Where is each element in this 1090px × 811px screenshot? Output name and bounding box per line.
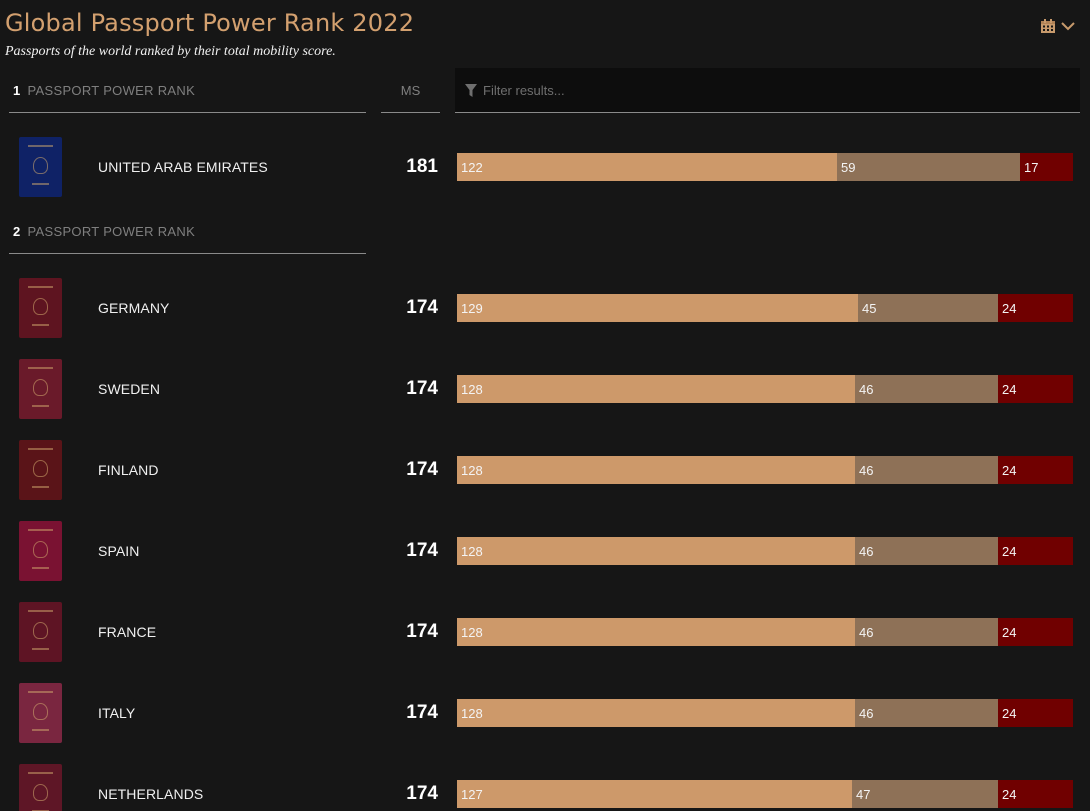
rank-label: PASSPORT POWER RANK bbox=[27, 223, 196, 239]
country-name[interactable]: NETHERLANDS bbox=[98, 786, 204, 802]
coat-of-arms-icon bbox=[33, 703, 48, 720]
filter-box[interactable] bbox=[455, 68, 1080, 113]
passport-row[interactable]: SPAIN 174 128 46 24 bbox=[0, 521, 1090, 581]
passport-cover-image[interactable] bbox=[19, 278, 62, 338]
rank-group-header: 2 PASSPORT POWER RANK bbox=[9, 209, 366, 254]
visa-on-arrival-segment[interactable]: 59 bbox=[837, 153, 1020, 181]
passport-cover-image[interactable] bbox=[19, 440, 62, 500]
page-title: Global Passport Power Rank 2022 bbox=[5, 9, 415, 37]
coat-of-arms-icon bbox=[33, 541, 48, 558]
visa-free-segment[interactable]: 128 bbox=[457, 456, 855, 484]
filter-icon bbox=[465, 83, 477, 97]
coat-of-arms-icon bbox=[33, 460, 48, 477]
visa-required-segment[interactable]: 24 bbox=[998, 780, 1073, 808]
rank-label: PASSPORT POWER RANK bbox=[27, 82, 196, 98]
coat-of-arms-icon bbox=[33, 379, 48, 396]
mobility-bar[interactable]: 128 46 24 bbox=[457, 375, 1073, 403]
mobility-bar[interactable]: 128 46 24 bbox=[457, 618, 1073, 646]
visa-on-arrival-segment[interactable]: 45 bbox=[858, 294, 998, 322]
mobility-score: 174 bbox=[406, 378, 438, 399]
coat-of-arms-icon bbox=[33, 157, 48, 174]
visa-required-segment[interactable]: 24 bbox=[998, 456, 1073, 484]
visa-free-segment[interactable]: 128 bbox=[457, 699, 855, 727]
visa-required-segment[interactable]: 24 bbox=[998, 294, 1073, 322]
country-name[interactable]: FINLAND bbox=[98, 462, 159, 478]
visa-on-arrival-segment[interactable]: 46 bbox=[855, 699, 998, 727]
mobility-bar[interactable]: 122 59 17 bbox=[457, 153, 1073, 181]
mobility-score: 174 bbox=[406, 783, 438, 804]
mobility-score: 174 bbox=[406, 621, 438, 642]
passport-row[interactable]: NETHERLANDS 174 127 47 24 bbox=[0, 764, 1090, 811]
visa-on-arrival-segment[interactable]: 46 bbox=[855, 375, 998, 403]
mobility-bar[interactable]: 128 46 24 bbox=[457, 456, 1073, 484]
country-name[interactable]: UNITED ARAB EMIRATES bbox=[98, 159, 268, 175]
mobility-score: 174 bbox=[406, 702, 438, 723]
chevron-down-icon bbox=[1061, 22, 1075, 31]
visa-required-segment[interactable]: 24 bbox=[998, 375, 1073, 403]
calendar-icon bbox=[1041, 19, 1055, 33]
visa-required-segment[interactable]: 24 bbox=[998, 699, 1073, 727]
visa-free-segment[interactable]: 128 bbox=[457, 375, 855, 403]
passport-row[interactable]: UNITED ARAB EMIRATES 181 122 59 17 bbox=[0, 137, 1090, 197]
visa-required-segment[interactable]: 24 bbox=[998, 537, 1073, 565]
passport-cover-image[interactable] bbox=[19, 137, 62, 197]
visa-on-arrival-segment[interactable]: 47 bbox=[852, 780, 998, 808]
page-subtitle: Passports of the world ranked by their t… bbox=[5, 44, 336, 59]
coat-of-arms-icon bbox=[33, 298, 48, 315]
country-name[interactable]: SPAIN bbox=[98, 543, 140, 559]
mobility-bar[interactable]: 127 47 24 bbox=[457, 780, 1073, 808]
mobility-bar[interactable]: 128 46 24 bbox=[457, 537, 1073, 565]
passport-row[interactable]: SWEDEN 174 128 46 24 bbox=[0, 359, 1090, 419]
ms-column-header[interactable]: MS bbox=[381, 68, 440, 113]
passport-cover-image[interactable] bbox=[19, 521, 62, 581]
passport-row[interactable]: GERMANY 174 129 45 24 bbox=[0, 278, 1090, 338]
mobility-bar[interactable]: 129 45 24 bbox=[457, 294, 1073, 322]
mobility-score: 174 bbox=[406, 297, 438, 318]
country-name[interactable]: FRANCE bbox=[98, 624, 157, 640]
passport-row[interactable]: FRANCE 174 128 46 24 bbox=[0, 602, 1090, 662]
visa-required-segment[interactable]: 24 bbox=[998, 618, 1073, 646]
mobility-score: 174 bbox=[406, 540, 438, 561]
country-name[interactable]: ITALY bbox=[98, 705, 136, 721]
mobility-score: 181 bbox=[406, 156, 438, 177]
mobility-bar[interactable]: 128 46 24 bbox=[457, 699, 1073, 727]
mobility-score: 174 bbox=[406, 459, 438, 480]
passport-cover-image[interactable] bbox=[19, 683, 62, 743]
rank-number: 2 bbox=[13, 223, 21, 239]
passport-cover-image[interactable] bbox=[19, 359, 62, 419]
visa-free-segment[interactable]: 127 bbox=[457, 780, 852, 808]
coat-of-arms-icon bbox=[33, 622, 48, 639]
visa-on-arrival-segment[interactable]: 46 bbox=[855, 537, 998, 565]
visa-free-segment[interactable]: 128 bbox=[457, 537, 855, 565]
passport-cover-image[interactable] bbox=[19, 602, 62, 662]
passport-cover-image[interactable] bbox=[19, 764, 62, 811]
visa-required-segment[interactable]: 17 bbox=[1020, 153, 1073, 181]
passport-row[interactable]: ITALY 174 128 46 24 bbox=[0, 683, 1090, 743]
calendar-dropdown-button[interactable] bbox=[1040, 14, 1082, 38]
rank-group-header: 1 PASSPORT POWER RANK bbox=[9, 68, 366, 113]
filter-input[interactable] bbox=[483, 82, 1043, 98]
visa-free-segment[interactable]: 129 bbox=[457, 294, 858, 322]
passport-row[interactable]: FINLAND 174 128 46 24 bbox=[0, 440, 1090, 500]
visa-free-segment[interactable]: 128 bbox=[457, 618, 855, 646]
visa-on-arrival-segment[interactable]: 46 bbox=[855, 618, 998, 646]
country-name[interactable]: GERMANY bbox=[98, 300, 170, 316]
country-name[interactable]: SWEDEN bbox=[98, 381, 161, 397]
coat-of-arms-icon bbox=[33, 784, 48, 801]
visa-on-arrival-segment[interactable]: 46 bbox=[855, 456, 998, 484]
rank-number: 1 bbox=[13, 82, 21, 98]
visa-free-segment[interactable]: 122 bbox=[457, 153, 837, 181]
